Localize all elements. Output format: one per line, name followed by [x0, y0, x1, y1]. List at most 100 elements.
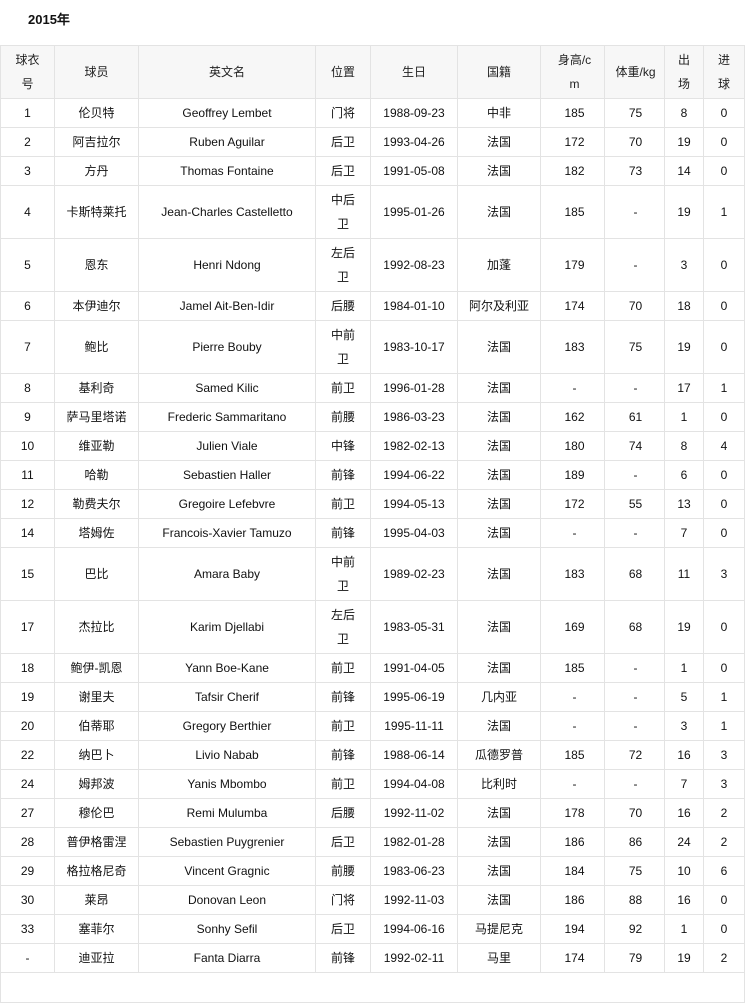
cell-nationality: 马里: [457, 943, 541, 973]
table-row: 33 塞菲尔 Sonhy Sefil 后卫 1994-06-16 马提尼克 194 92 1 0: [0, 914, 745, 944]
cell-number: 3: [0, 156, 55, 186]
cell-height: 182: [540, 156, 605, 186]
cell-nationality: 法国: [457, 518, 541, 548]
cell-position: 前卫: [315, 489, 371, 519]
cell-player: 穆伦巴: [54, 798, 139, 828]
cell-appearances: 1: [664, 914, 704, 944]
cell-nationality: 法国: [457, 156, 541, 186]
table-row: 2 阿吉拉尔 Ruben Aguilar 后卫 1993-04-26 法国 172 70 19 0: [0, 127, 745, 157]
cell-nationality: 法国: [457, 711, 541, 741]
cell-goals: 0: [703, 156, 745, 186]
cell-number: 10: [0, 431, 55, 461]
table-row: 17 杰拉比 Karim Djellabi 左后卫 1983-05-31 法国 169 68 1…: [0, 600, 745, 654]
cell-weight: 92: [604, 914, 665, 944]
cell-birthday: 1995-06-19: [370, 682, 458, 712]
cell-english-name: Gregory Berthier: [138, 711, 316, 741]
cell-appearances: 24: [664, 827, 704, 857]
cell-weight: 61: [604, 402, 665, 432]
cell-number: 18: [0, 653, 55, 683]
cell-birthday: 1994-05-13: [370, 489, 458, 519]
cell-appearances: 6: [664, 460, 704, 490]
cell-nationality: 法国: [457, 373, 541, 403]
section-title: 2015年: [28, 12, 70, 27]
cell-position: 后卫: [315, 156, 371, 186]
cell-nationality: 法国: [457, 460, 541, 490]
cell-goals: 0: [703, 489, 745, 519]
cell-height: 185: [540, 185, 605, 239]
cell-appearances: 19: [664, 320, 704, 374]
cell-appearances: 5: [664, 682, 704, 712]
cell-nationality: 法国: [457, 856, 541, 886]
cell-position: 门将: [315, 885, 371, 915]
cell-english-name: Henri Ndong: [138, 238, 316, 292]
cell-goals: 6: [703, 856, 745, 886]
cell-birthday: 1995-11-11: [370, 711, 458, 741]
cell-weight: -: [604, 460, 665, 490]
cell-number: 17: [0, 600, 55, 654]
cell-english-name: Donovan Leon: [138, 885, 316, 915]
cell-appearances: 13: [664, 489, 704, 519]
cell-height: -: [540, 373, 605, 403]
cell-position: 中后卫: [315, 185, 371, 239]
cell-birthday: 1983-06-23: [370, 856, 458, 886]
cell-birthday: 1989-02-23: [370, 547, 458, 601]
cell-nationality: 法国: [457, 185, 541, 239]
empty-row: [0, 972, 745, 1003]
cell-birthday: 1983-05-31: [370, 600, 458, 654]
cell-appearances: 19: [664, 127, 704, 157]
cell-weight: -: [604, 238, 665, 292]
cell-number: 8: [0, 373, 55, 403]
cell-goals: 0: [703, 885, 745, 915]
cell-appearances: 11: [664, 547, 704, 601]
cell-english-name: Yann Boe-Kane: [138, 653, 316, 683]
cell-birthday: 1993-04-26: [370, 127, 458, 157]
table-row: 6 本伊迪尔 Jamel Ait-Ben-Idir 后腰 1984-01-10 阿尔及利亚…: [0, 291, 745, 321]
cell-weight: -: [604, 682, 665, 712]
cell-number: 24: [0, 769, 55, 799]
cell-appearances: 1: [664, 402, 704, 432]
cell-nationality: 法国: [457, 127, 541, 157]
cell-number: 15: [0, 547, 55, 601]
cell-birthday: 1991-05-08: [370, 156, 458, 186]
cell-english-name: Pierre Bouby: [138, 320, 316, 374]
cell-height: 174: [540, 943, 605, 973]
cell-birthday: 1994-04-08: [370, 769, 458, 799]
cell-position: 前锋: [315, 460, 371, 490]
cell-nationality: 比利时: [457, 769, 541, 799]
cell-birthday: 1995-01-26: [370, 185, 458, 239]
table-row: 12 勒费夫尔 Gregoire Lefebvre 前卫 1994-05-13 法国 172…: [0, 489, 745, 519]
cell-nationality: 法国: [457, 600, 541, 654]
cell-player: 基利奇: [54, 373, 139, 403]
cell-position: 左后卫: [315, 600, 371, 654]
cell-position: 前锋: [315, 943, 371, 973]
cell-appearances: 7: [664, 769, 704, 799]
cell-weight: -: [604, 711, 665, 741]
table-row: 24 姆邦波 Yanis Mbombo 前卫 1994-04-08 比利时 - -7 3: [0, 769, 745, 799]
cell-birthday: 1992-08-23: [370, 238, 458, 292]
table-row: 28 普伊格雷涅 Sebastien Puygrenier 后卫 1982-01-28 法…: [0, 827, 745, 857]
cell-weight: 74: [604, 431, 665, 461]
cell-position: 门将: [315, 98, 371, 128]
cell-birthday: 1982-02-13: [370, 431, 458, 461]
table-row: 7 鲍比 Pierre Bouby 中前卫 1983-10-17 法国 183 75 19 0: [0, 320, 745, 374]
cell-height: 185: [540, 740, 605, 770]
cell-goals: 4: [703, 431, 745, 461]
cell-english-name: Julien Viale: [138, 431, 316, 461]
cell-height: 180: [540, 431, 605, 461]
table-header-row: 球衣号 球员 英文名 位置 生日 国籍 身高/cm 体重/kg 出场 进球: [0, 45, 745, 99]
cell-player: 杰拉比: [54, 600, 139, 654]
table-row: 3 方丹 Thomas Fontaine 后卫 1991-05-08 法国 182 73 14 0: [0, 156, 745, 186]
cell-weight: 88: [604, 885, 665, 915]
cell-number: 29: [0, 856, 55, 886]
cell-player: 萨马里塔诺: [54, 402, 139, 432]
table-row: 15 巴比 Amara Baby 中前卫 1989-02-23 法国 183 68 11 3: [0, 547, 745, 601]
cell-goals: 2: [703, 943, 745, 973]
header-nationality: 国籍: [457, 45, 541, 99]
cell-english-name: Yanis Mbombo: [138, 769, 316, 799]
cell-goals: 0: [703, 291, 745, 321]
cell-number: 30: [0, 885, 55, 915]
table-row: 11 哈勒 Sebastien Haller 前锋 1994-06-22 法国 189-6 0: [0, 460, 745, 490]
header-appearances: 出场: [664, 45, 704, 99]
cell-player: 方丹: [54, 156, 139, 186]
cell-nationality: 阿尔及利亚: [457, 291, 541, 321]
